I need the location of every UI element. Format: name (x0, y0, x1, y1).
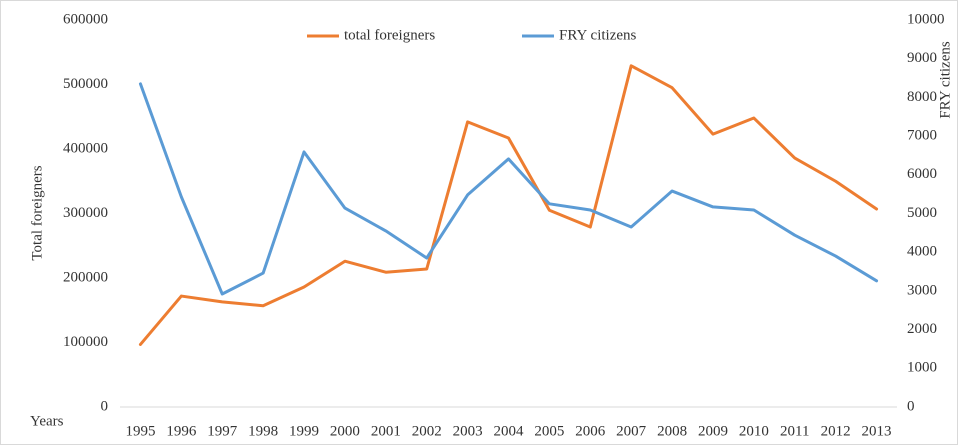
y2-tick-label: 9000 (907, 50, 937, 66)
y-axis-title: Total foreigners (29, 165, 45, 260)
x-tick-label: 1997 (207, 423, 238, 439)
y-tick-label: 400000 (63, 140, 108, 156)
x-tick-label: 2012 (821, 423, 851, 439)
y-tick-label: 300000 (63, 205, 108, 221)
x-tick-label: 2005 (534, 423, 564, 439)
data-line (138, 82, 879, 296)
y2-tick-label: 5000 (907, 205, 937, 221)
y2-tick-label: 3000 (907, 282, 937, 298)
x-tick-label: 1996 (166, 423, 197, 439)
x-tick-label: 2001 (371, 423, 401, 439)
y2-tick-label: 7000 (907, 128, 937, 144)
x-tick-label: 2008 (657, 423, 687, 439)
x-tick-label: 2003 (453, 423, 483, 439)
y-tick-label: 200000 (63, 269, 108, 285)
legend-label: FRY citizens (559, 27, 637, 43)
y2-tick-label: 0 (907, 398, 915, 414)
x-tick-label: 2002 (412, 423, 442, 439)
y-tick-label: 0 (101, 398, 109, 414)
x-tick-label: 1999 (289, 423, 319, 439)
x-tick-label: 2010 (739, 423, 769, 439)
y2-axis-title: FRY citizens (937, 41, 953, 119)
x-tick-label: 2007 (616, 423, 647, 439)
y2-tick-label: 6000 (907, 166, 937, 182)
y2-tick-label: 4000 (907, 244, 937, 260)
y-tick-label: 600000 (63, 11, 108, 27)
x-tick-label: 2011 (780, 423, 809, 439)
y2-tick-label: 2000 (907, 321, 937, 337)
x-tick-label: 1995 (125, 423, 155, 439)
y-tick-label: 100000 (63, 334, 108, 350)
x-tick-label: 2000 (330, 423, 360, 439)
x-tick-label: 2009 (698, 423, 728, 439)
y2-tick-label: 1000 (907, 360, 937, 376)
y-tick-label: 500000 (63, 76, 108, 92)
y2-tick-label: 8000 (907, 89, 937, 105)
data-line (138, 64, 879, 346)
x-tick-label: 2013 (862, 423, 892, 439)
y2-tick-label: 10000 (907, 11, 945, 27)
x-axis-title: Years (30, 413, 64, 429)
x-tick-label: 2004 (494, 423, 525, 439)
x-tick-label: 1998 (248, 423, 278, 439)
x-tick-label: 2006 (575, 423, 606, 439)
legend-label: total foreigners (344, 27, 435, 43)
